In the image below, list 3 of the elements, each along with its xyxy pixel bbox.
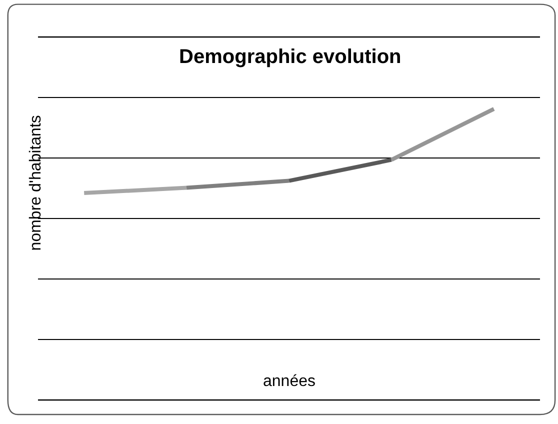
x-axis-title: années <box>263 373 316 390</box>
y-axis-title: nombre d'habitants <box>27 115 44 251</box>
chart-title: Demographic evolution <box>179 46 402 68</box>
